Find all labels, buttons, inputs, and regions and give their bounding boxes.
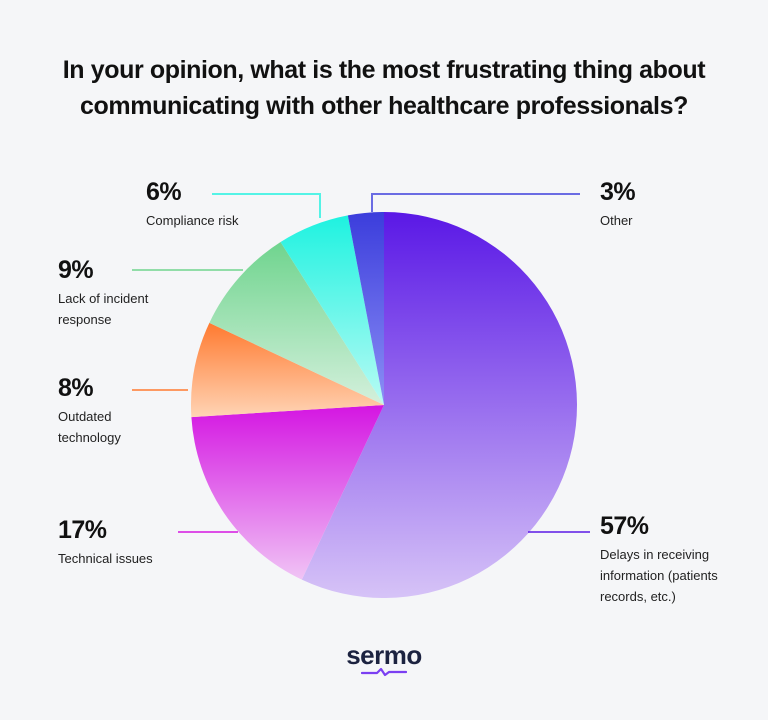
text-technical-issues: Technical issues — [58, 548, 153, 569]
text-outdated-technology: Outdated technology — [58, 406, 121, 448]
leader-line-compliance-risk — [212, 193, 321, 218]
label-other: 3% Other — [600, 178, 636, 231]
logo-text: sermo — [346, 640, 422, 670]
chart-title-line-2: communicating with other healthcare prof… — [80, 92, 688, 120]
sermo-logo: sermo — [0, 640, 768, 677]
text-delays-line-1: Delays in receiving — [600, 547, 710, 562]
pie-slice-outdated-technology — [190, 322, 384, 418]
label-technical-issues: 17% Technical issues — [58, 516, 153, 569]
pct-outdated-technology: 8% — [58, 374, 94, 402]
logo-wave-icon — [361, 667, 407, 677]
text-incident-line-1: Lack of incident — [58, 291, 149, 306]
label-compliance-risk: 6% Compliance risk — [146, 178, 238, 231]
label-delays: 57% Delays in receiving information (pat… — [600, 512, 718, 607]
pct-delays: 57% — [600, 512, 649, 540]
text-delays-line-2: information (patients — [600, 568, 718, 583]
text-compliance-line-1: Compliance risk — [146, 213, 239, 228]
leader-line-other — [371, 193, 580, 212]
pie-slice-other — [347, 212, 384, 405]
pct-other: 3% — [600, 178, 636, 206]
pie-slice-compliance-risk — [280, 215, 384, 405]
text-other-line-1: Other — [600, 213, 633, 228]
chart-title-line-1: In your opinion, what is the most frustr… — [62, 56, 706, 84]
pct-technical-issues: 17% — [58, 516, 107, 544]
text-incident-response: Lack of incident response — [58, 288, 148, 330]
pie-slice-technical-issues — [191, 405, 384, 580]
text-delays-line-3: records, etc.) — [600, 589, 676, 604]
text-other: Other — [600, 210, 635, 231]
pie-slice-incident-response — [209, 242, 384, 405]
text-outdated-line-1: Outdated — [58, 409, 112, 424]
label-outdated-technology: 8% Outdated technology — [58, 374, 121, 448]
pct-compliance-risk: 6% — [146, 178, 182, 206]
text-incident-line-2: response — [58, 312, 112, 327]
text-technical-issues-line-1: Technical issues — [58, 551, 153, 566]
text-delays: Delays in receiving information (patient… — [600, 544, 718, 607]
pct-incident-response: 9% — [58, 256, 94, 284]
pie-slice-delays — [301, 212, 577, 599]
text-outdated-line-2: technology — [58, 430, 121, 445]
label-incident-response: 9% Lack of incident response — [58, 256, 148, 330]
chart-title: In your opinion, what is the most frustr… — [20, 52, 748, 124]
text-compliance-risk: Compliance risk — [146, 210, 238, 231]
